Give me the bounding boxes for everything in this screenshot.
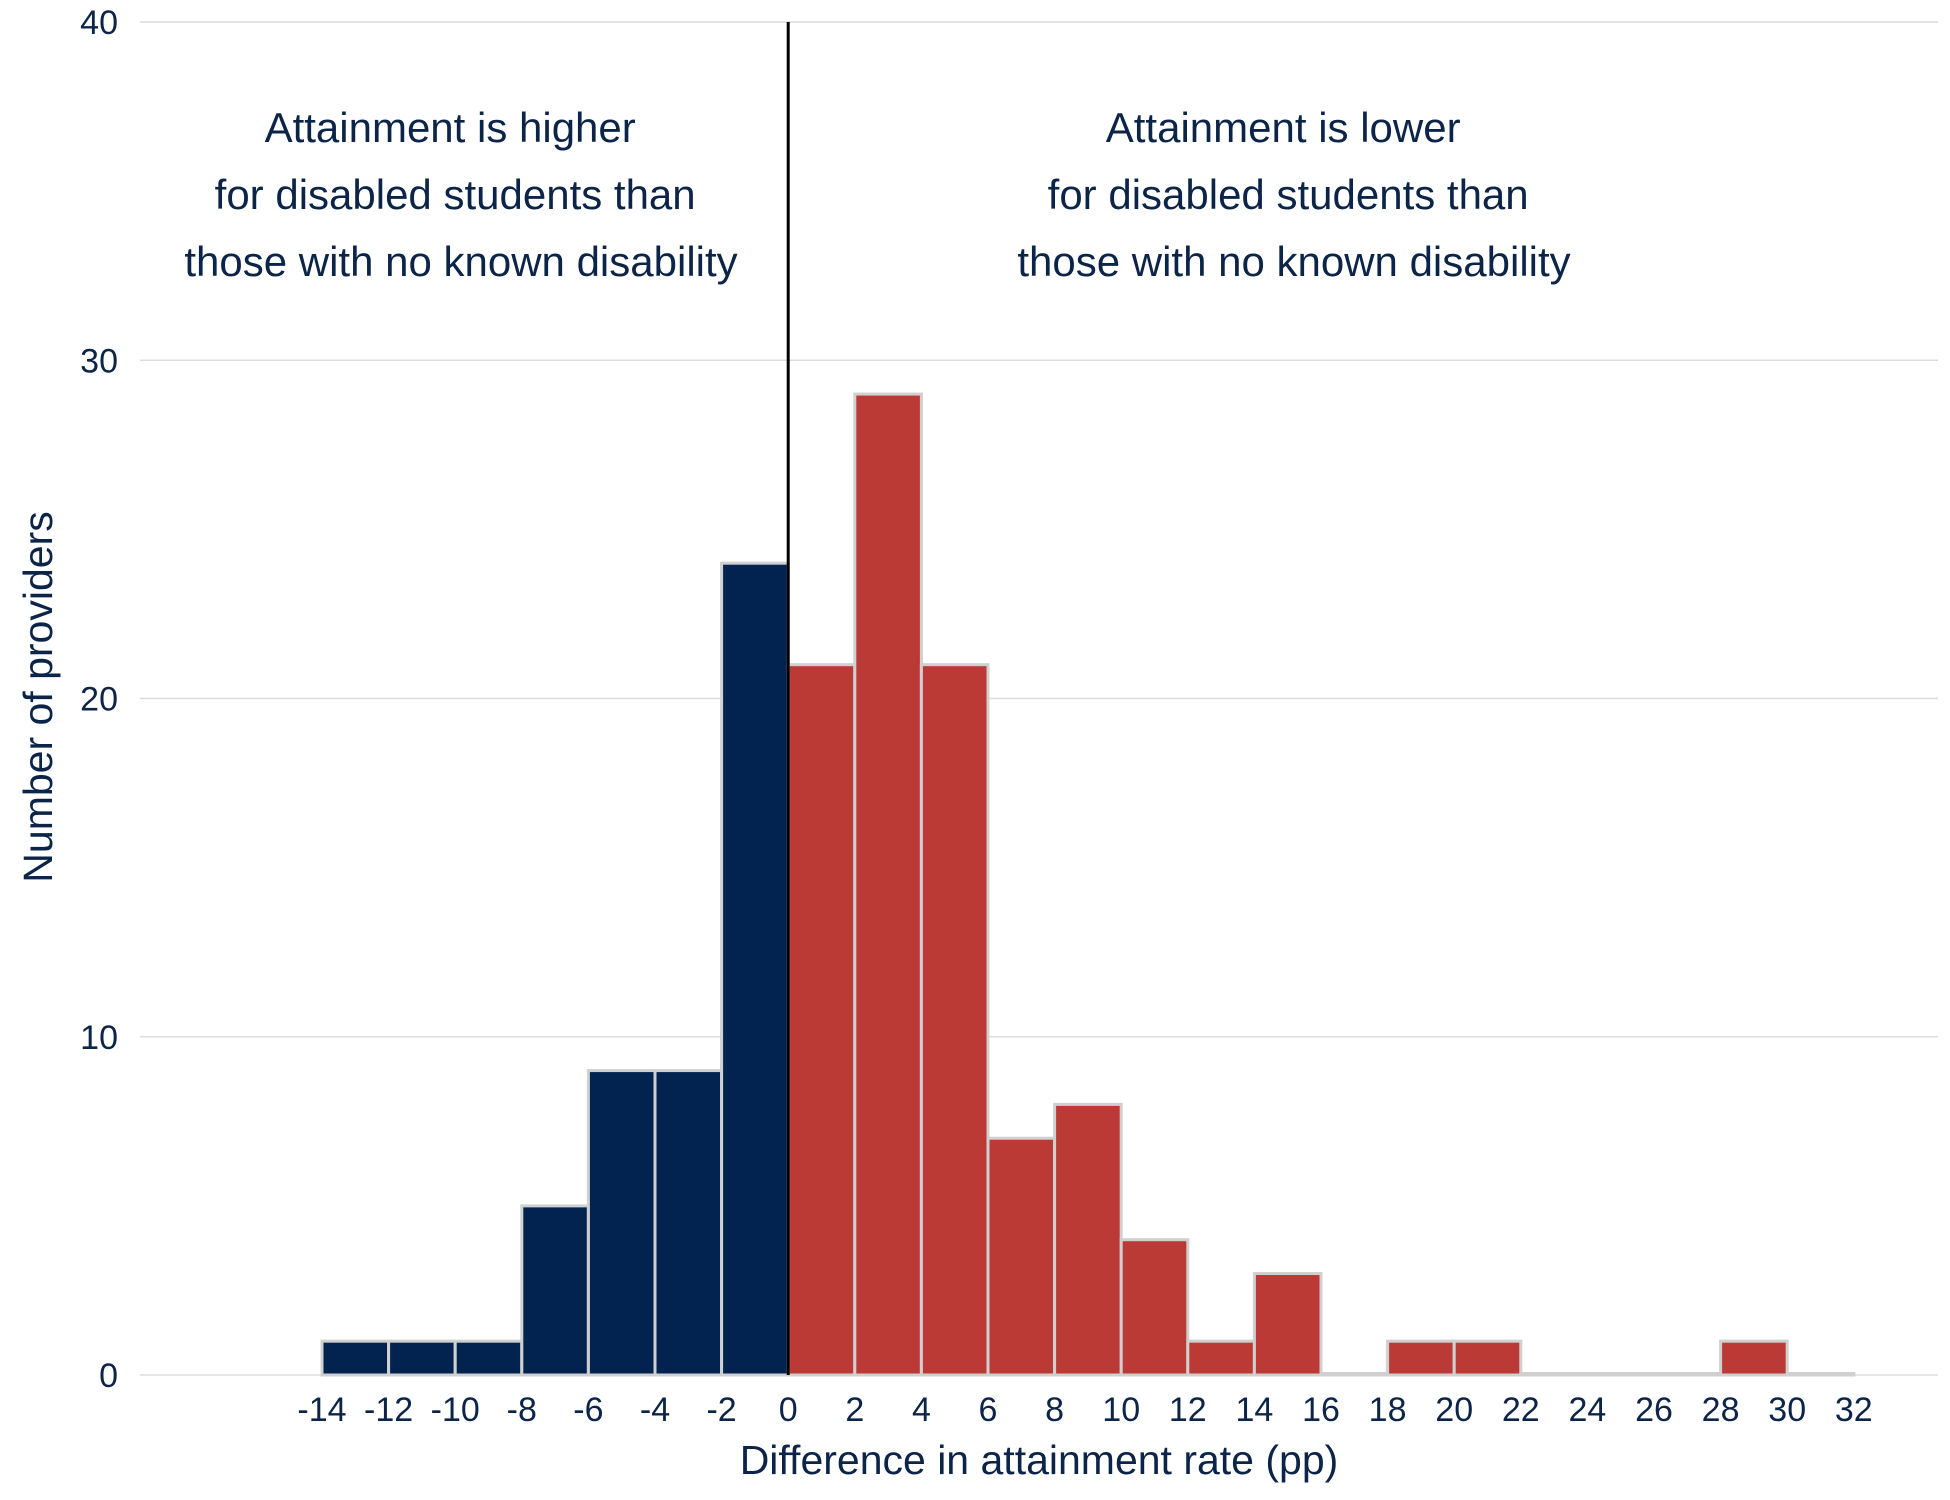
annotation-left-line-2: for disabled students than <box>215 171 696 218</box>
x-tick-label: 26 <box>1635 1391 1673 1429</box>
x-tick-label: 16 <box>1302 1391 1340 1429</box>
x-tick-label: 4 <box>912 1391 931 1429</box>
bar-16-to-18 <box>1319 1372 1390 1377</box>
bar-20-to-22 <box>1452 1339 1523 1377</box>
x-axis-title: Difference in attainment rate (pp) <box>740 1437 1339 1483</box>
annotation-right-line-1: Attainment is lower <box>1106 104 1461 151</box>
bar--2-to-0 <box>720 561 790 1377</box>
y-tick-label: 0 <box>99 1357 118 1395</box>
x-tick-label: 20 <box>1435 1391 1473 1429</box>
x-tick-label: 0 <box>779 1391 798 1429</box>
bar-22-to-24 <box>1519 1372 1589 1377</box>
annotation-left-line-1: Attainment is higher <box>265 104 636 151</box>
bars <box>320 392 1856 1377</box>
annotation-right-line-3: those with no known disability <box>1017 238 1570 285</box>
x-tick-label: 32 <box>1835 1391 1873 1429</box>
y-tick-label: 30 <box>80 342 118 380</box>
bar--4-to--2 <box>653 1069 724 1377</box>
bar--6-to--4 <box>586 1069 657 1377</box>
y-tick-label: 10 <box>80 1019 118 1057</box>
annotation-right: Attainment is lower for disabled student… <box>1017 104 1570 285</box>
bar-0-to-2 <box>786 663 857 1377</box>
x-tick-label: 2 <box>845 1391 864 1429</box>
bar-8-to-10 <box>1053 1102 1123 1377</box>
annotation-right-line-2: for disabled students than <box>1048 171 1529 218</box>
bar--14-to--12 <box>320 1339 391 1377</box>
x-tick-label: -14 <box>297 1391 346 1429</box>
x-tick-label: 8 <box>1045 1391 1064 1429</box>
bar-18-to-20 <box>1386 1339 1456 1377</box>
x-tick-label: 12 <box>1169 1391 1207 1429</box>
bar-12-to-14 <box>1186 1339 1256 1377</box>
bar-26-to-28 <box>1652 1372 1723 1377</box>
y-tick-label: 20 <box>80 681 118 719</box>
x-tick-label: -10 <box>431 1391 480 1429</box>
x-tick-label: 24 <box>1568 1391 1606 1429</box>
bar--10-to--8 <box>453 1339 524 1377</box>
x-tick-label: -8 <box>507 1391 537 1429</box>
bar-4-to-6 <box>919 663 990 1377</box>
bar-30-to-32 <box>1785 1372 1856 1377</box>
x-tick-label: -12 <box>364 1391 413 1429</box>
x-tick-label: 10 <box>1102 1391 1140 1429</box>
y-tick-label: 40 <box>80 4 118 42</box>
x-tick-labels: -14 -12 -10 -8 -6 -4 -2 0 2 4 6 8 10 12 14 16 18 20 22 24 26… <box>297 1391 1872 1429</box>
annotation-left: Attainment is higher for disabled studen… <box>184 104 737 285</box>
bar--12-to--10 <box>387 1339 457 1377</box>
x-tick-label: -4 <box>640 1391 670 1429</box>
x-tick-label: 18 <box>1369 1391 1407 1429</box>
bar-14-to-16 <box>1252 1272 1323 1377</box>
x-tick-label: 14 <box>1235 1391 1273 1429</box>
x-tick-label: -6 <box>573 1391 603 1429</box>
x-tick-label: -2 <box>706 1391 736 1429</box>
annotation-left-line-3: those with no known disability <box>184 238 737 285</box>
bar-28-to-30 <box>1719 1339 1789 1377</box>
bar-10-to-12 <box>1119 1238 1190 1377</box>
x-tick-label: 6 <box>979 1391 998 1429</box>
bar--8-to--6 <box>520 1204 590 1377</box>
x-tick-label: 28 <box>1702 1391 1740 1429</box>
bar-2-to-4 <box>853 392 923 1377</box>
y-tick-labels: 0 10 20 30 40 <box>80 4 118 1395</box>
bar-24-to-26 <box>1585 1372 1656 1377</box>
bar-6-to-8 <box>986 1136 1057 1377</box>
x-tick-label: 22 <box>1502 1391 1540 1429</box>
x-tick-label: 30 <box>1768 1391 1806 1429</box>
y-axis-title: Number of providers <box>15 511 61 882</box>
